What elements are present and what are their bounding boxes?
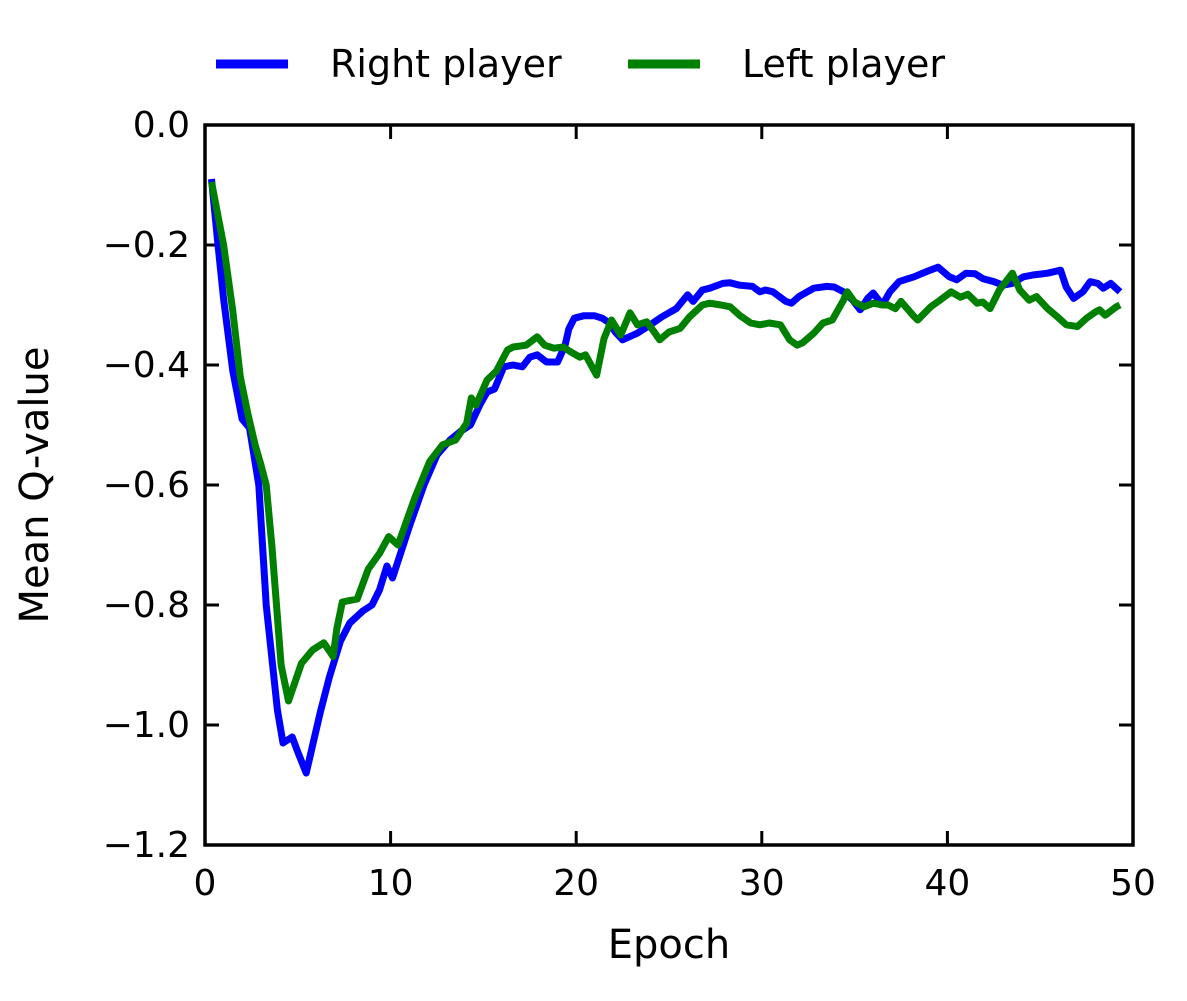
legend-item-right-player: Right player [216, 42, 562, 86]
y-tick-label: −0.6 [103, 465, 190, 506]
legend-label-right-player: Right player [330, 42, 562, 86]
left-player-line [208, 181, 1122, 705]
legend-label-left-player: Left player [742, 42, 945, 86]
right-player-line [208, 178, 1123, 777]
y-tick-label: −1.2 [103, 825, 190, 866]
y-axis-label: Mean Q-value [12, 347, 58, 624]
y-tick-label: −1.0 [103, 705, 190, 746]
x-tick-label: 50 [1110, 863, 1156, 904]
plot-border [203, 123, 1135, 847]
legend: Right player Left player [216, 42, 945, 86]
axis-ticks [203, 123, 1135, 847]
x-tick-label: 10 [368, 863, 414, 904]
legend-item-left-player: Left player [628, 42, 945, 86]
y-tick-label: −0.2 [103, 225, 190, 266]
axis-tick-labels: 0 10 20 30 40 50 0.0 −0.2 −0.4 −0.6 −0.8 −1.0 −1.2 [103, 105, 1156, 904]
x-tick-label: 30 [739, 863, 785, 904]
y-tick-label: −0.8 [103, 585, 190, 626]
x-tick-label: 0 [194, 863, 217, 904]
y-tick-label: −0.4 [103, 345, 190, 386]
data-series [208, 178, 1123, 777]
x-tick-label: 20 [553, 863, 599, 904]
x-tick-label: 40 [924, 863, 970, 904]
x-axis-label: Epoch [608, 922, 730, 968]
y-tick-label: 0.0 [133, 105, 190, 146]
